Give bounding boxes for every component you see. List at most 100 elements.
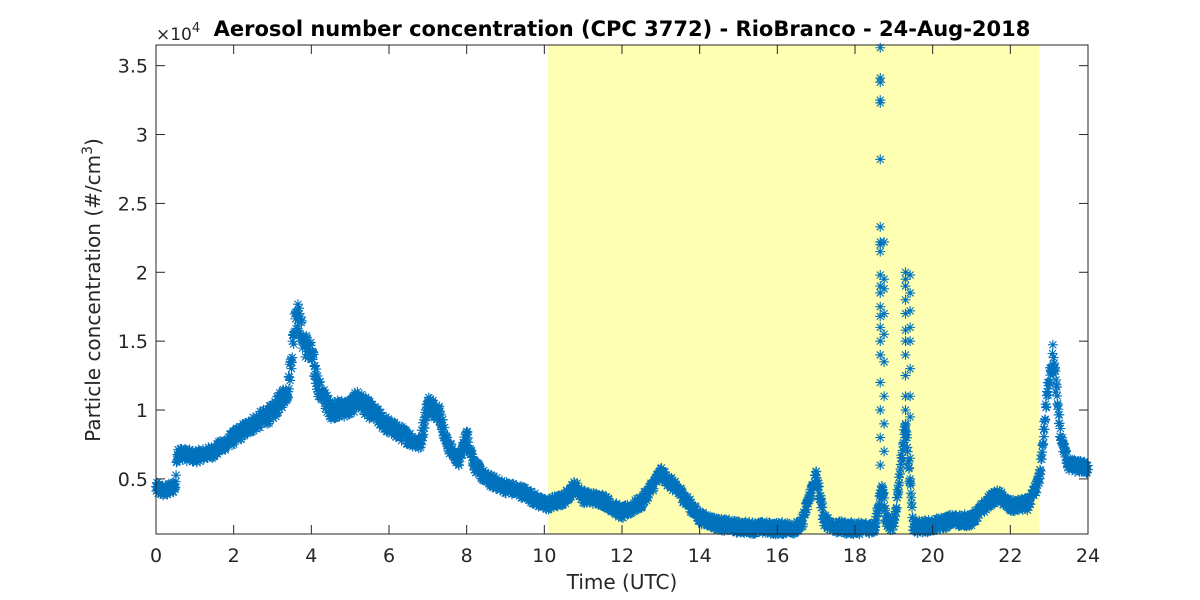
data-point [455,453,466,464]
data-point [352,386,363,397]
data-point [1036,454,1047,465]
data-point [1022,505,1033,516]
data-point [1043,390,1054,401]
data-point [1049,358,1060,369]
spike-point [875,281,886,292]
data-point [350,391,361,402]
data-point [870,517,881,528]
data-point [1044,377,1055,388]
spike-point [875,42,886,53]
data-point [485,481,496,492]
data-point [1050,366,1061,377]
data-point [307,354,318,365]
data-point [1041,401,1052,412]
data-point [457,450,468,461]
x-tick-label: 2 [228,545,240,567]
data-point [887,524,898,535]
spike-point [905,336,916,347]
spike-point [875,97,886,108]
data-point [415,442,426,453]
data-point [625,508,636,519]
x-tick-label: 18 [843,545,867,567]
y-tick-label: 3 [136,125,148,147]
spike-point [905,287,916,298]
data-point [1051,381,1062,392]
spike-point [875,239,886,250]
data-point [292,299,303,310]
data-point [970,516,981,527]
x-tick-label: 14 [688,545,712,567]
spike-point [875,432,886,443]
data-point [375,407,386,418]
data-point [581,497,592,508]
data-point [868,527,879,538]
data-point [439,422,450,433]
spike-point [875,301,886,312]
data-point [312,370,323,381]
data-point [293,325,304,336]
y-tick-label: 2 [136,262,148,284]
data-point [236,424,247,435]
data-point [324,401,335,412]
y-axis-title-main: Particle concentration (#/cm [81,155,105,442]
data-point [322,390,333,401]
data-point [311,378,322,389]
spike-point [875,336,886,347]
data-point [305,337,316,348]
data-point [894,472,905,483]
data-point [345,403,356,414]
data-point [171,470,182,481]
spike-point [879,329,890,340]
x-tick-label: 20 [921,545,945,567]
spike-point [879,418,890,429]
data-point [562,489,573,500]
x-tick-label: 8 [461,545,473,567]
data-point [879,493,890,504]
spike-point [875,349,886,360]
data-point [295,311,306,322]
data-point [417,432,428,443]
y-axis-title-close: ) [81,138,105,146]
data-point [1057,432,1068,443]
data-point [888,521,899,532]
y-tick-label: 3.5 [118,56,148,78]
data-point [294,308,305,319]
data-point [814,488,825,499]
data-point [989,498,1000,509]
data-point [349,406,360,417]
data-point [287,336,298,347]
data-point [1039,424,1050,435]
data-point [817,502,828,513]
data-point [309,360,320,371]
data-point [394,421,405,432]
data-point [220,443,231,454]
data-point [639,496,650,507]
data-point [906,492,917,503]
data-point [428,395,439,406]
data-point [552,501,563,512]
data-point [320,403,331,414]
data-point [1038,439,1049,450]
spike-point [875,377,886,388]
spike-point [879,274,890,285]
data-point [346,398,357,409]
data-point [891,502,902,513]
data-point [282,392,293,403]
data-point [1050,387,1061,398]
data-point [643,492,654,503]
data-point [187,448,198,459]
x-tick-label: 4 [305,545,317,567]
data-point [656,462,667,473]
data-point [254,422,265,433]
spike-point [879,356,890,367]
data-point [648,483,659,494]
spike-point [875,77,886,88]
spike-point [900,325,911,336]
data-point [425,394,436,405]
data-point [301,332,312,343]
data-point [690,501,701,512]
data-point [391,431,402,442]
data-point [463,437,474,448]
data-point [294,303,305,314]
